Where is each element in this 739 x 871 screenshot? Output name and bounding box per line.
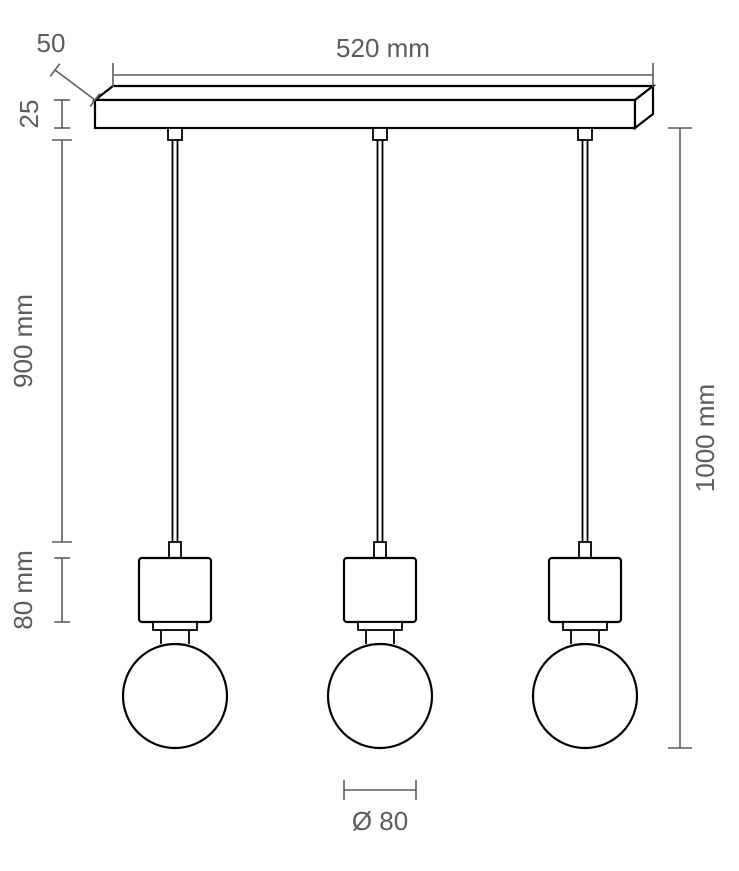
ceiling-bar-front xyxy=(95,100,635,128)
pendant-3 xyxy=(533,128,637,748)
dim-depth-label: 50 xyxy=(37,28,66,58)
socket xyxy=(549,558,621,622)
bulb xyxy=(328,644,432,748)
dim-cord-label: 900 mm xyxy=(8,294,38,388)
socket xyxy=(344,558,416,622)
dim-bulb-label: Ø 80 xyxy=(352,806,408,836)
dim-width-label: 520 mm xyxy=(336,33,430,63)
pendant-1 xyxy=(123,128,227,748)
bulb xyxy=(123,644,227,748)
dim-socket-label: 80 mm xyxy=(8,550,38,629)
dim-total-label: 1000 mm xyxy=(690,384,720,492)
dim-bar-height-label: 25 xyxy=(14,100,44,129)
ceiling-bar-top xyxy=(95,86,653,100)
bulb xyxy=(533,644,637,748)
socket xyxy=(139,558,211,622)
pendant-2 xyxy=(328,128,432,748)
